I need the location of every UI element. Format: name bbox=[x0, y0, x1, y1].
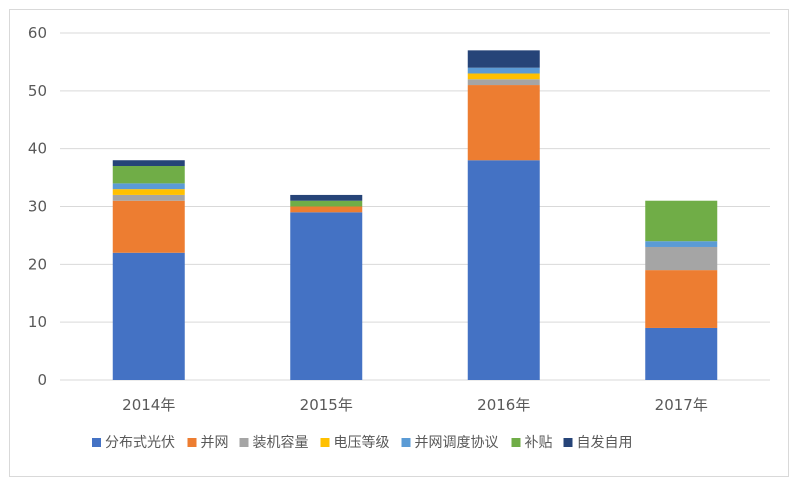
bar-segment bbox=[112, 200, 185, 253]
bar-segment bbox=[112, 160, 185, 167]
bar-segment bbox=[645, 200, 718, 242]
bar-segment bbox=[645, 241, 718, 247]
bar-segment bbox=[290, 212, 363, 380]
y-tick-label: 60 bbox=[28, 24, 47, 42]
bar-segment bbox=[112, 194, 185, 201]
legend-label: 分布式光伏 bbox=[105, 435, 175, 451]
legend-swatch bbox=[563, 438, 573, 447]
y-tick-label: 10 bbox=[28, 313, 47, 331]
x-tick-label: 2014年 bbox=[122, 396, 175, 414]
chart-border bbox=[9, 9, 789, 477]
bar-segment bbox=[112, 252, 185, 380]
legend-label: 并网调度协议 bbox=[415, 435, 499, 451]
bar-segment bbox=[467, 67, 540, 74]
legend-label: 补贴 bbox=[525, 435, 553, 451]
legend-swatch bbox=[92, 438, 101, 447]
x-tick-label: 2017年 bbox=[655, 396, 708, 414]
bar-segment bbox=[290, 206, 363, 213]
legend-swatch bbox=[511, 438, 521, 447]
y-tick-label: 20 bbox=[28, 255, 47, 273]
bar-segment bbox=[645, 246, 718, 271]
bar-segment bbox=[467, 73, 540, 80]
legend-label: 自发自用 bbox=[577, 435, 633, 451]
bar-segment bbox=[467, 160, 540, 380]
legend-label: 并网 bbox=[201, 435, 229, 451]
legend-swatch bbox=[320, 438, 330, 447]
legend-swatch bbox=[401, 438, 411, 447]
legend-label: 装机容量 bbox=[253, 434, 309, 451]
legend-swatch bbox=[239, 438, 249, 447]
bar-segment bbox=[112, 189, 185, 195]
bar-segment bbox=[290, 200, 363, 207]
bar-segment bbox=[645, 270, 718, 328]
y-tick-label: 30 bbox=[28, 198, 47, 216]
bar-segment bbox=[112, 183, 185, 190]
bar-segment bbox=[467, 79, 540, 86]
y-tick-label: 50 bbox=[28, 82, 47, 100]
bar-segment bbox=[645, 327, 718, 380]
bar-segment bbox=[290, 194, 363, 201]
y-tick-label: 40 bbox=[28, 140, 47, 158]
x-tick-label: 2016年 bbox=[477, 396, 530, 414]
legend-label: 电压等级 bbox=[334, 434, 390, 451]
y-tick-label: 0 bbox=[37, 371, 47, 389]
bar-segment bbox=[467, 50, 540, 68]
legend-swatch bbox=[187, 438, 197, 447]
bar-segment bbox=[112, 166, 185, 184]
x-tick-label: 2015年 bbox=[300, 396, 353, 414]
bar-segment bbox=[467, 85, 540, 161]
